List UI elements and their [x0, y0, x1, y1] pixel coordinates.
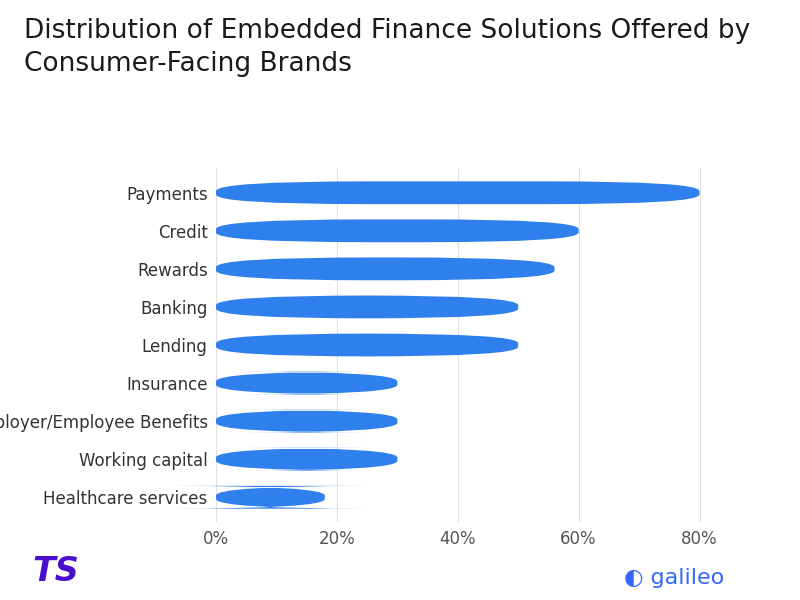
FancyBboxPatch shape — [216, 410, 398, 433]
FancyBboxPatch shape — [216, 257, 554, 280]
Text: Distribution of Embedded Finance Solutions Offered by
Consumer-Facing Brands: Distribution of Embedded Finance Solutio… — [24, 18, 750, 77]
FancyBboxPatch shape — [170, 486, 370, 509]
FancyBboxPatch shape — [216, 371, 398, 394]
FancyBboxPatch shape — [216, 296, 518, 319]
FancyBboxPatch shape — [216, 220, 578, 242]
FancyBboxPatch shape — [216, 448, 398, 470]
Text: ◐ galileo: ◐ galileo — [624, 568, 724, 588]
FancyBboxPatch shape — [216, 181, 699, 204]
Text: TS: TS — [32, 555, 78, 588]
FancyBboxPatch shape — [216, 334, 518, 356]
